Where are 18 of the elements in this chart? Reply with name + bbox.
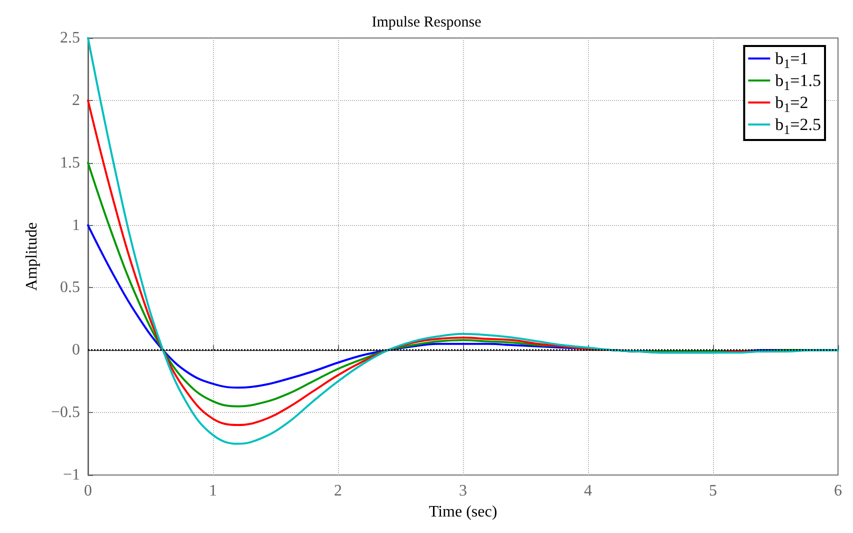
y-tick-label: 1: [72, 216, 80, 234]
y-tick-label: 1.5: [60, 154, 80, 172]
x-tick-label: 4: [584, 482, 592, 500]
y-tick-label: 2: [72, 92, 80, 109]
y-tick-label: 0.5: [60, 279, 80, 296]
x-axis-title: Time (sec): [428, 503, 498, 520]
y-tick-label: 0: [72, 342, 80, 359]
x-tick-label: 6: [834, 482, 842, 500]
y-tick-label: −0.5: [50, 404, 80, 422]
y-axis-title: Amplitude: [24, 222, 40, 291]
x-tick-label: 1: [209, 482, 217, 500]
x-tick-label: 5: [709, 482, 717, 500]
y-tick-label: 2.5: [60, 30, 80, 46]
y-tick-label: −1: [62, 466, 80, 484]
x-tick-label: 0: [84, 482, 92, 500]
chart-title: Impulse Response: [372, 14, 482, 30]
x-tick-label: 2: [334, 482, 342, 500]
x-tick-label: 3: [459, 482, 467, 500]
